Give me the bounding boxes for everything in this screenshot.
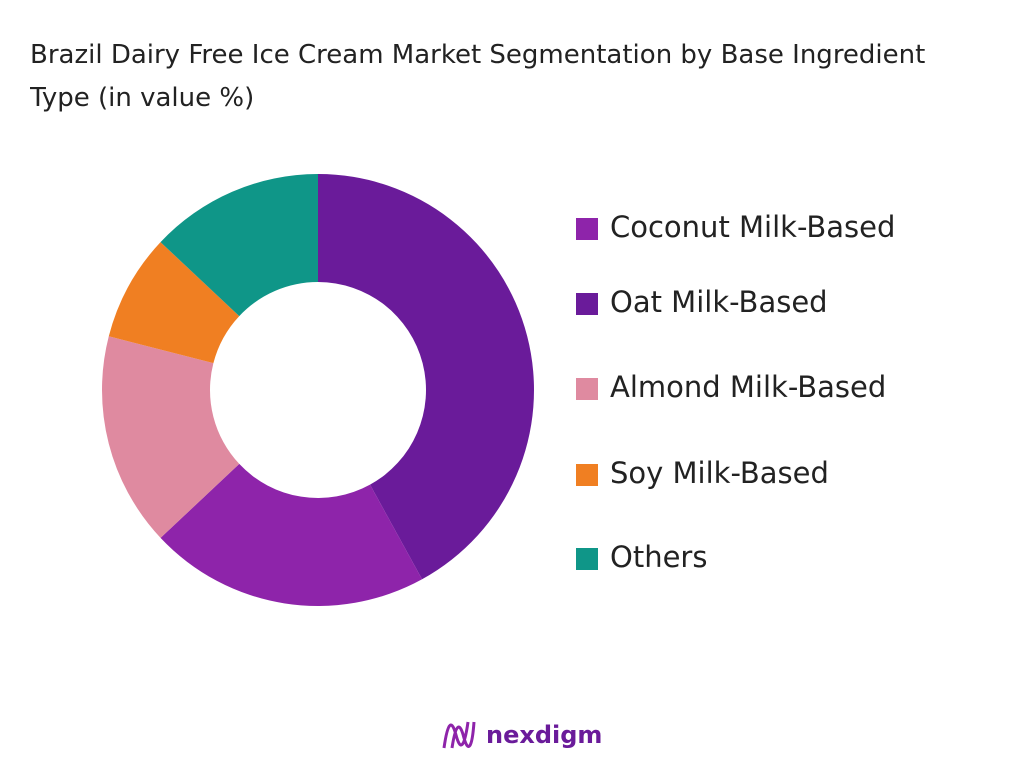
donut-slice (160, 174, 318, 317)
legend-label: Almond Milk-Based (610, 370, 886, 404)
legend-swatch (576, 218, 598, 240)
title-box: Brazil Dairy Free Ice Cream Market Segme… (30, 40, 926, 113)
legend-label: Oat Milk-Based (610, 285, 828, 319)
donut-slice (102, 336, 240, 538)
brand-logo: nexdigm (442, 721, 602, 749)
legend-swatch (576, 293, 598, 315)
donut-slice (160, 463, 423, 606)
legend-swatch (576, 464, 598, 486)
donut-slice (108, 242, 240, 364)
brand-name: nexdigm (486, 721, 602, 749)
logo-icon (442, 721, 476, 749)
legend-swatch (576, 548, 598, 570)
donut-slice (318, 174, 534, 580)
chart-title: Brazil Dairy Free Ice Cream Market Segme… (30, 40, 926, 113)
legend-label: Others (610, 540, 707, 574)
legend-label: Coconut Milk-Based (610, 210, 895, 244)
legend-label: Soy Milk-Based (610, 456, 829, 490)
legend-swatch (576, 378, 598, 400)
